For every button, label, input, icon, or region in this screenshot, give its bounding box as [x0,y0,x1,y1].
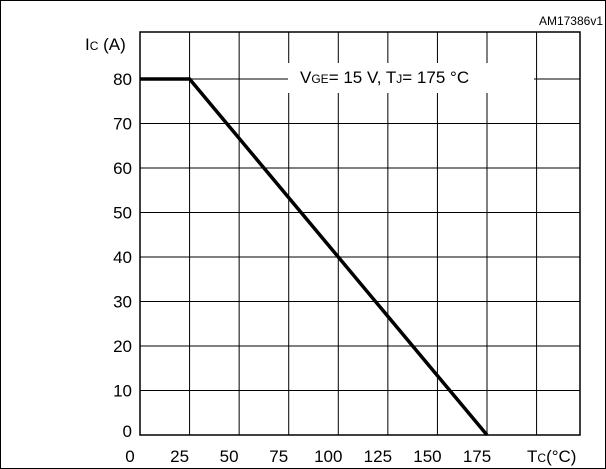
y-tick-label: 0 [123,422,132,441]
x-axis-title-main: T [527,447,537,466]
condition-v-main: V [300,68,312,87]
y-tick-label: 50 [113,204,132,223]
x-tick-label: 175 [463,447,491,466]
figure-code: AM17386v1 [539,14,603,28]
x-tick-label: 0 [125,447,134,466]
y-tick-label: 10 [113,382,132,401]
y-axis-title-main: I [85,35,90,54]
x-tick-label: 25 [170,447,189,466]
series-layer [139,77,489,437]
condition-t-sub: J [396,72,402,86]
x-tick-label: 50 [220,447,239,466]
condition-t-rest: = 175 °C [402,68,469,87]
grid [139,31,581,436]
x-tick-label: 150 [413,447,441,466]
x-axis-title-sub: C [537,451,546,465]
condition-label: VGE= 15 V, TJ= 175 °C [300,68,469,87]
y-tick-label: 30 [113,293,132,312]
y-tick-label: 80 [113,70,132,89]
condition-label-bg [288,63,534,93]
y-axis-title: IC (A) [85,35,126,54]
condition-v-rest: = 15 V, [329,68,386,87]
y-tick-label: 40 [113,248,132,267]
x-axis-title: TC(°C) [527,447,576,466]
x-tick-label: 125 [364,447,392,466]
tick-labels: 0 25 50 75 100 125 150 175 0 10 20 30 40 50 60 70 80 [113,70,491,466]
y-tick-label: 70 [113,115,132,134]
y-axis-title-sub: C [90,39,99,53]
x-tick-label: 100 [314,447,342,466]
plot-area-border [139,31,581,436]
y-axis-title-unit: (A) [98,35,125,54]
condition-v-sub: GE [311,72,328,86]
y-tick-label: 20 [113,337,132,356]
x-tick-label: 75 [269,447,288,466]
x-axis-title-unit: (°C) [546,447,576,466]
y-tick-label: 60 [113,159,132,178]
condition-t-main: T [386,68,396,87]
